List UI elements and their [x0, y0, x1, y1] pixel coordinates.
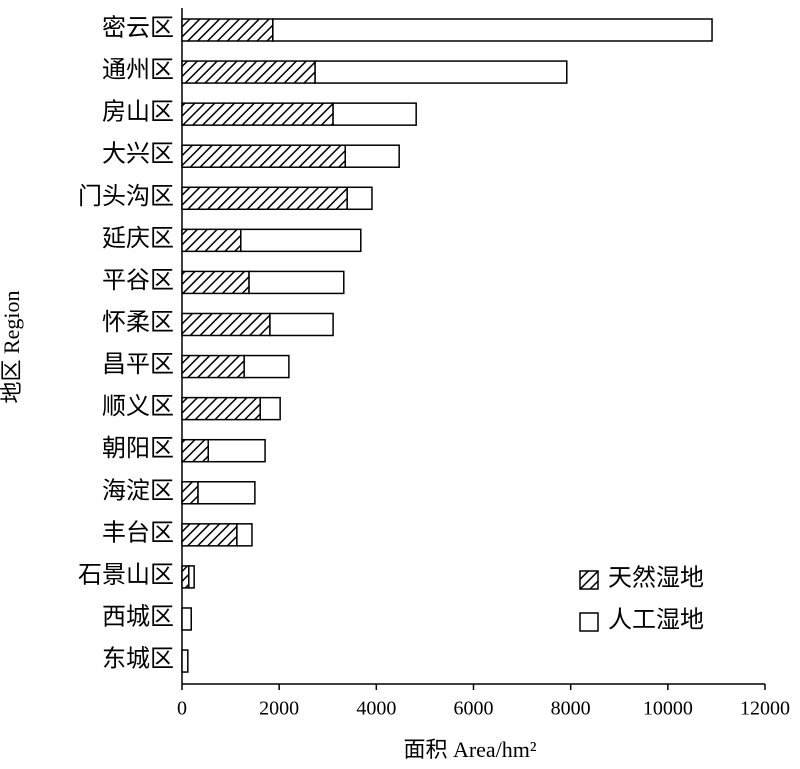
y-axis-label: 地区 Region [0, 290, 24, 403]
y-tick-label: 朝阳区 [102, 435, 174, 462]
bar-segment [181, 60, 316, 84]
y-tick-label: 平谷区 [102, 267, 174, 294]
bar-segment [181, 270, 250, 295]
bar-segment [248, 270, 345, 295]
x-tick-label: 10000 [643, 698, 693, 720]
bar-segment [181, 312, 271, 337]
legend-swatch [579, 570, 599, 590]
legend-label: 人工湿地 [608, 607, 704, 634]
bar-segment [188, 565, 195, 589]
x-tick-label: 4000 [356, 698, 396, 720]
bar-segment [259, 396, 281, 421]
y-tick-label: 海淀区 [102, 477, 174, 504]
bar-segment [181, 102, 334, 126]
y-tick-label: 门头沟区 [78, 183, 174, 210]
bar-segment [240, 228, 362, 253]
bar-segment [181, 354, 245, 379]
bar-segment [332, 102, 417, 126]
x-axis-label: 面积 Area/hm² [403, 737, 536, 762]
y-tick-label: 东城区 [102, 646, 174, 673]
x-tick-label: 6000 [454, 698, 494, 720]
y-tick-label: 大兴区 [102, 141, 174, 168]
y-tick-label: 密云区 [102, 15, 174, 42]
bar-segment [236, 523, 253, 547]
y-tick-label: 西城区 [102, 603, 174, 630]
bar-segment [272, 18, 713, 42]
x-tick-label: 0 [177, 698, 187, 720]
bar-segment [181, 649, 189, 673]
bar-segment [181, 186, 348, 211]
y-tick-label: 石景山区 [78, 561, 174, 588]
bar-segment [269, 312, 334, 337]
y-tick-label: 丰台区 [102, 519, 174, 546]
bar-segment [181, 144, 346, 168]
y-tick-label: 昌平区 [102, 352, 174, 378]
y-tick-label: 通州区 [102, 58, 174, 84]
x-tick-label: 2000 [259, 698, 299, 720]
bar-segment [243, 354, 290, 379]
bar-segment [181, 228, 242, 253]
y-tick-label: 延庆区 [102, 225, 174, 252]
legend-label: 天然湿地 [608, 565, 704, 592]
x-tick-label: 12000 [740, 698, 790, 720]
bar-segment [181, 523, 238, 547]
bar-segment [344, 144, 400, 168]
bar-segment [346, 186, 373, 211]
bar-segment [181, 18, 274, 42]
y-tick-label: 怀柔区 [102, 309, 174, 336]
bar-segment [181, 481, 199, 505]
bar-segment [181, 565, 190, 589]
bar-segment [181, 438, 209, 463]
x-tick-label: 8000 [551, 698, 591, 720]
legend-swatch [579, 612, 599, 632]
y-tick-label: 房山区 [102, 99, 174, 126]
bar-segment [207, 438, 266, 463]
bar-segment [181, 396, 261, 421]
y-tick-label: 顺义区 [102, 393, 174, 420]
bar-segment [314, 60, 568, 84]
bar-segment [197, 481, 256, 505]
bar-segment [181, 607, 192, 631]
